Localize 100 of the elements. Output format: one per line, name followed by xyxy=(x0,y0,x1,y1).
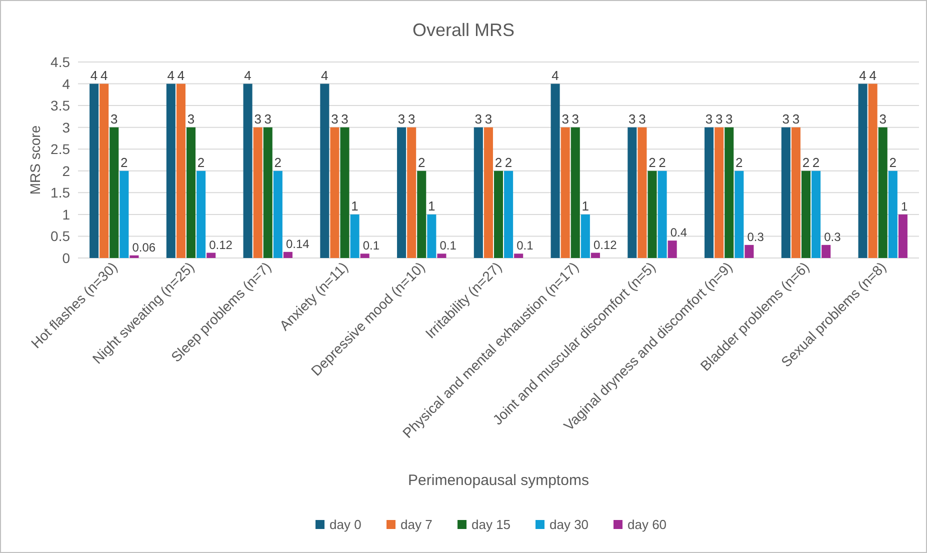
data-label: 2 xyxy=(274,154,282,170)
bar xyxy=(196,170,206,258)
data-label: 4 xyxy=(177,68,185,83)
bar xyxy=(253,127,262,258)
bar xyxy=(273,170,282,258)
data-label: 0.3 xyxy=(747,230,764,244)
data-label: 0.14 xyxy=(286,236,310,251)
bar xyxy=(130,255,139,258)
bar xyxy=(781,127,790,258)
data-label: 4 xyxy=(321,68,328,83)
data-label: 3 xyxy=(187,111,195,126)
bar xyxy=(350,214,360,258)
y-tick-label: 1 xyxy=(62,206,70,222)
data-label: 0.06 xyxy=(132,240,156,254)
data-label: 2 xyxy=(418,154,426,170)
data-label: 3 xyxy=(254,111,262,126)
bar xyxy=(658,170,667,258)
bar xyxy=(243,84,252,258)
bar xyxy=(878,127,888,258)
data-label: 3 xyxy=(562,111,569,126)
data-label: 2 xyxy=(494,154,502,170)
bar xyxy=(648,170,657,258)
data-label: 3 xyxy=(398,111,406,126)
data-label: 3 xyxy=(726,111,733,126)
data-label: 3 xyxy=(572,111,579,126)
bar xyxy=(494,170,504,258)
data-label: 2 xyxy=(889,154,897,170)
bar xyxy=(550,84,560,258)
bar xyxy=(724,127,734,258)
y-tick-label: 3.5 xyxy=(50,98,70,114)
y-tick-label: 2 xyxy=(62,162,70,179)
data-label: 4 xyxy=(552,68,559,83)
x-axis-title: Perimenopausal symptoms xyxy=(408,472,589,489)
data-label: 0.1 xyxy=(362,238,380,253)
data-label: 4 xyxy=(869,68,876,83)
bar xyxy=(340,127,350,258)
bar xyxy=(714,127,724,258)
bar xyxy=(110,127,119,258)
data-label: 2 xyxy=(648,154,656,170)
data-label: 1 xyxy=(428,198,436,214)
data-label: 3 xyxy=(705,111,713,126)
legend-label: day 15 xyxy=(472,517,511,532)
data-label: 3 xyxy=(484,111,492,126)
data-label: 4 xyxy=(90,68,98,83)
bar xyxy=(397,127,406,258)
data-label: 4 xyxy=(244,68,252,83)
data-label: 2 xyxy=(504,154,512,170)
bar xyxy=(858,84,868,258)
bar xyxy=(590,252,600,258)
bar xyxy=(744,244,754,258)
data-label: 2 xyxy=(736,154,743,170)
bar xyxy=(734,170,744,258)
data-label: 3 xyxy=(638,111,646,126)
bar xyxy=(437,254,446,258)
bar xyxy=(570,127,580,258)
bar xyxy=(206,252,216,258)
data-label: 0.12 xyxy=(209,238,233,252)
data-label: 4 xyxy=(167,68,175,83)
data-label: 2 xyxy=(812,154,820,170)
data-label: 3 xyxy=(110,111,118,126)
legend-label: day 0 xyxy=(330,517,362,532)
y-tick-label: 4 xyxy=(62,76,70,92)
bar xyxy=(801,170,811,258)
bar xyxy=(628,127,637,258)
data-label: 1 xyxy=(900,199,908,214)
bar xyxy=(186,127,196,258)
bar xyxy=(791,127,800,258)
bar xyxy=(417,170,426,258)
bar xyxy=(638,127,647,258)
bar xyxy=(176,84,186,258)
data-label: 3 xyxy=(264,111,272,126)
y-axis-title: MRS score xyxy=(27,125,43,195)
bar xyxy=(407,127,416,258)
bar xyxy=(898,214,908,258)
y-tick-label: 2.5 xyxy=(50,141,70,158)
bar xyxy=(868,84,878,258)
bar xyxy=(504,170,514,258)
data-label: 0.12 xyxy=(593,238,618,252)
legend-label: day 7 xyxy=(400,517,432,532)
bar xyxy=(474,127,483,258)
data-label: 3 xyxy=(408,111,416,126)
data-label: 3 xyxy=(715,111,723,126)
data-label: 0.1 xyxy=(516,238,534,253)
bar xyxy=(320,84,330,258)
data-label: 2 xyxy=(802,154,810,170)
data-label: 3 xyxy=(782,111,790,126)
bar xyxy=(812,170,821,258)
data-label: 0.1 xyxy=(440,238,457,253)
bar xyxy=(822,244,831,258)
data-label: 3 xyxy=(331,111,338,126)
bar xyxy=(427,214,436,258)
data-label: 0.3 xyxy=(824,230,842,244)
data-label: 3 xyxy=(792,111,800,126)
data-label: 3 xyxy=(341,111,348,126)
bar xyxy=(90,84,99,258)
data-label: 3 xyxy=(628,111,636,126)
y-tick-label: 3 xyxy=(62,119,70,136)
bar xyxy=(560,127,570,258)
bar xyxy=(120,170,129,258)
y-tick-label: 0.5 xyxy=(50,228,70,244)
